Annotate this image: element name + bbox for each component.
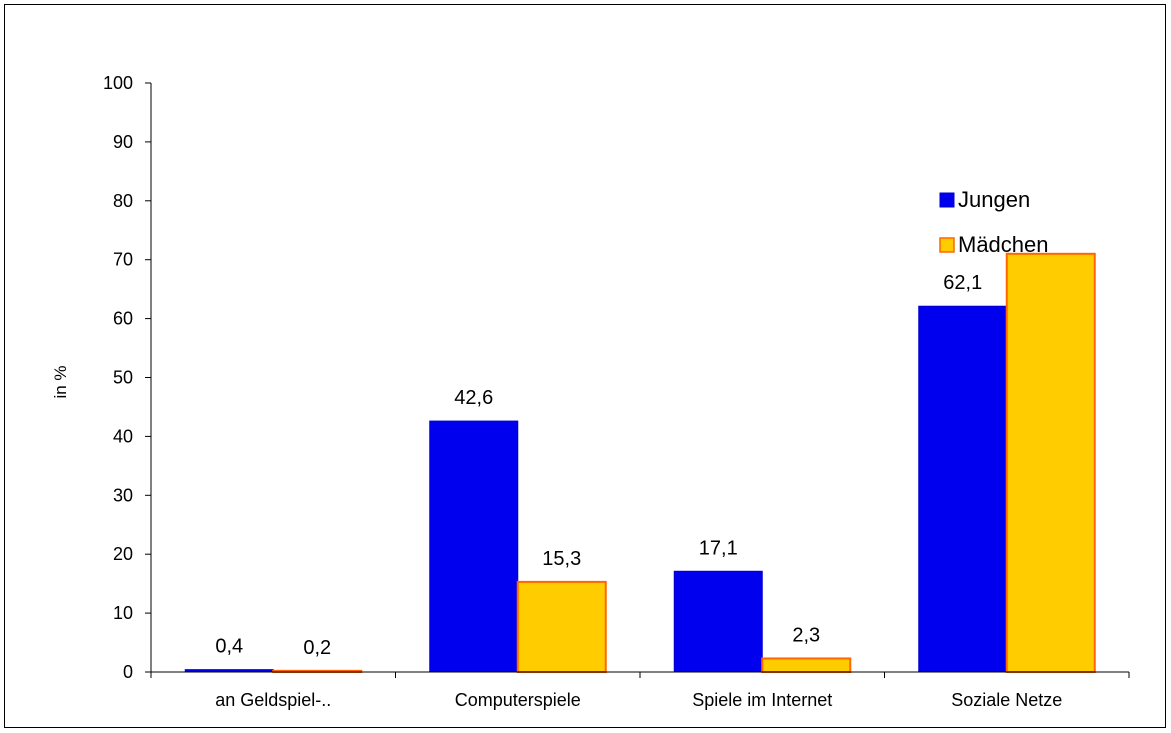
legend-swatch-maedchen [940,238,954,252]
data-label-jungen-3: 17,1 [699,537,738,559]
legend-label-maedchen: Mädchen [958,232,1049,257]
bar-chart: in % 0 10 20 30 40 50 60 70 80 90 100 an Geldspiel… [5,5,1165,727]
y-axis-title: in % [51,365,70,398]
data-label-jungen-1: 0,4 [215,636,243,658]
y-tick-label: 90 [113,132,133,152]
chart-frame: in % 0 10 20 30 40 50 60 70 80 90 100 an Geldspiel… [4,4,1166,728]
data-label-m-dchen-3: 2,3 [792,624,820,646]
legend-swatch-jungen [940,193,954,207]
category-label: Spiele im Internet [692,690,832,710]
y-tick-label: 20 [113,544,133,564]
y-tick-label: 30 [113,485,133,505]
y-tick-label: 100 [103,73,133,93]
category-label: Computerspiele [455,690,581,710]
y-tick-label: 50 [113,368,133,388]
y-tick-label: 0 [123,662,133,682]
data-label-jungen-2: 42,6 [454,387,493,409]
category-label: Soziale Netze [951,690,1062,710]
bar-m-dchen-3 [762,658,850,672]
y-tick-label: 60 [113,309,133,329]
bar-jungen-2 [430,421,518,672]
y-tick-label: 40 [113,426,133,446]
bar-m-dchen-4 [1007,254,1095,672]
y-tick-label: 10 [113,603,133,623]
category-label: an Geldspiel-.. [215,690,331,710]
category-labels: an Geldspiel-.. Computerspiele Spiele im I… [215,690,1062,710]
legend-label-jungen: Jungen [958,187,1030,212]
bar-jungen-4 [919,306,1007,672]
y-tick-label: 80 [113,191,133,211]
bar-jungen-3 [674,571,762,672]
y-axis-ticks: 0 10 20 30 40 50 60 70 80 90 100 [103,73,151,682]
legend: Jungen Mädchen [940,187,1049,257]
data-label-m-dchen-2: 15,3 [542,548,581,570]
bars [185,254,1095,672]
data-label-jungen-4: 62,1 [943,272,982,294]
data-label-m-dchen-1: 0,2 [303,637,331,659]
bar-m-dchen-2 [518,582,606,672]
y-tick-label: 70 [113,250,133,270]
